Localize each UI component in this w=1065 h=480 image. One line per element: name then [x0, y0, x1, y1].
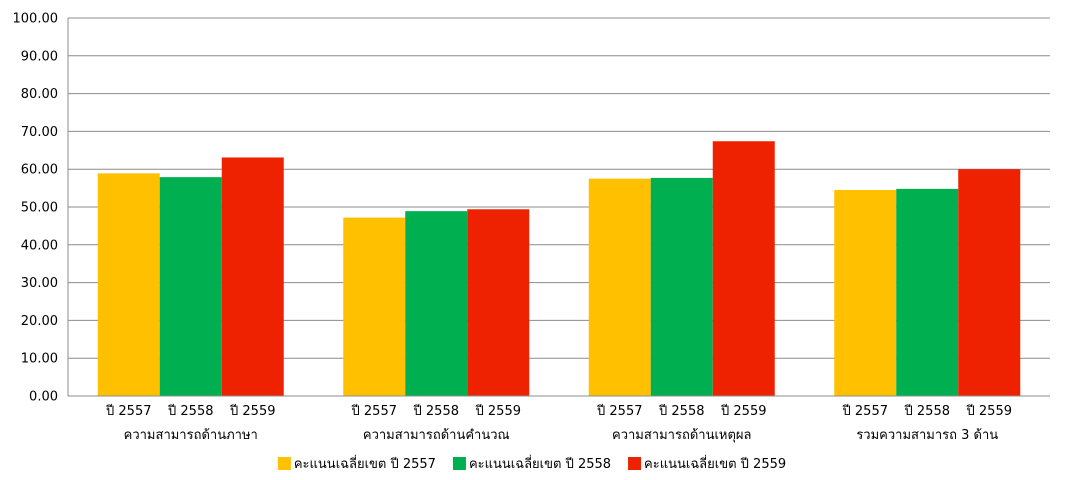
- y-tick-label: 60.00: [21, 163, 58, 178]
- category-label: ความสามารถด้านเหตุผล: [612, 428, 752, 443]
- bar-label: ปี 2558: [658, 403, 704, 419]
- bar-label: ปี 2558: [167, 403, 213, 419]
- category-label: ความสามารถด้านคำนวณ: [363, 428, 510, 443]
- legend-swatch: [452, 457, 466, 470]
- y-tick-label: 100.00: [13, 12, 59, 27]
- bar: [343, 217, 406, 396]
- y-tick-label: 0.00: [29, 390, 58, 405]
- bar-label: ปี 2559: [474, 403, 520, 419]
- category-label: รวมความสามารถ 3 ด้าน: [856, 428, 998, 443]
- bar-label: ปี 2558: [412, 403, 458, 419]
- bar: [958, 169, 1021, 396]
- bar: [650, 177, 713, 396]
- bar: [712, 141, 775, 396]
- bar: [467, 209, 530, 396]
- bar-label: ปี 2558: [903, 403, 949, 419]
- x-axis: ปี 2557 ปี 2558 ปี 2559 ความสามารถด้านภาษา ป…: [68, 395, 1050, 443]
- legend-label: คะแนนเฉลี่ยเขต ปี 2558: [469, 455, 611, 472]
- bar-label: ปี 2557: [105, 403, 151, 419]
- bar-label: ปี 2559: [229, 403, 275, 419]
- y-tick-label: 30.00: [21, 276, 58, 291]
- legend-label: คะแนนเฉลี่ยเขต ปี 2559: [644, 455, 786, 472]
- legend: คะแนนเฉลี่ยเขต ปี 2557 คะแนนเฉลี่ยเขต ปี …: [277, 455, 786, 472]
- category-label: ความสามารถด้านภาษา: [124, 428, 258, 443]
- bar-label: ปี 2557: [596, 403, 642, 419]
- legend-swatch: [277, 457, 291, 470]
- legend-label: คะแนนเฉลี่ยเขต ปี 2557: [294, 455, 436, 472]
- bar: [405, 211, 468, 396]
- bar-label: ปี 2559: [720, 403, 766, 419]
- y-tick-label: 80.00: [21, 87, 58, 102]
- bars: [97, 141, 1021, 396]
- bar-label: ปี 2559: [965, 403, 1011, 419]
- y-tick-label: 20.00: [21, 314, 58, 329]
- y-tick-label: 40.00: [21, 238, 58, 253]
- bar-label: ปี 2557: [841, 403, 887, 419]
- bar: [834, 189, 897, 396]
- y-tick-label: 70.00: [21, 125, 58, 140]
- y-tick-label: 90.00: [21, 49, 58, 64]
- y-tick-label: 50.00: [21, 201, 58, 216]
- bar: [221, 157, 284, 396]
- bar-label: ปี 2557: [350, 403, 396, 419]
- y-tick-label: 10.00: [21, 352, 58, 367]
- legend-swatch: [628, 457, 642, 470]
- y-axis: 0.00 10.00 20.00 30.00 40.00 50.00 60.00 70.00 8…: [13, 12, 69, 405]
- bar: [896, 188, 959, 396]
- bar: [159, 177, 222, 396]
- bar: [97, 173, 160, 396]
- bar: [588, 178, 651, 396]
